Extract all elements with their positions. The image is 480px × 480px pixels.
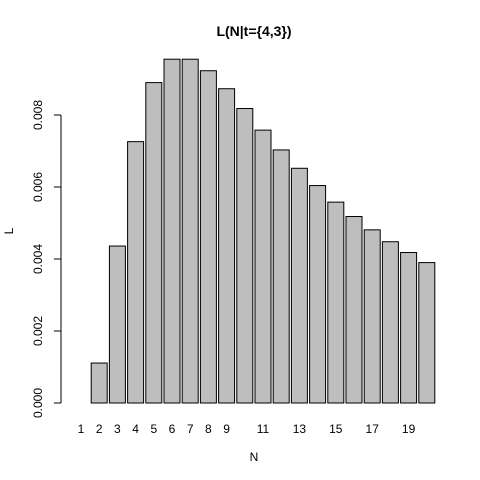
bar-N-5	[145, 82, 163, 404]
bar-N-8	[199, 70, 217, 404]
x-axis-label: N	[250, 450, 259, 464]
bar-N-17	[363, 229, 381, 404]
y-axis: 0.000 0.002 0.004 0.006 0.008	[31, 100, 62, 418]
x-tick-label: 13	[293, 422, 307, 436]
bar-N-19	[400, 252, 418, 404]
y-tick-label: 0.000	[31, 388, 45, 418]
x-tick-label: 9	[223, 422, 230, 436]
bar-N-4	[127, 141, 145, 404]
y-tick-label: 0.008	[31, 100, 45, 130]
bar-N-15	[327, 201, 345, 404]
bar-N-11	[254, 129, 272, 404]
x-tick-label: 19	[402, 422, 416, 436]
x-tick-label: 17	[366, 422, 380, 436]
x-tick-label: 3	[114, 422, 121, 436]
chart-title: L(N|t={4,3})	[216, 23, 291, 39]
y-tick-label: 0.002	[31, 316, 45, 346]
y-tick-label: 0.006	[31, 172, 45, 202]
x-tick-label: 7	[187, 422, 194, 436]
x-tick-label: 2	[96, 422, 103, 436]
bar-N-16	[345, 216, 363, 404]
bar-N-10	[236, 108, 254, 404]
bars-group	[90, 58, 436, 404]
bar-N-2	[90, 362, 108, 404]
x-tick-label: 15	[329, 422, 343, 436]
y-tick-label: 0.004	[31, 244, 45, 274]
bar-N-13	[290, 167, 308, 404]
x-tick-labels: 1 2 3 4 5 6 7 8 9 11 13 15 17 19	[78, 422, 416, 436]
x-tick-label: 11	[257, 422, 270, 436]
bar-N-7	[181, 58, 199, 404]
x-tick-label: 8	[205, 422, 212, 436]
bar-N-20	[418, 262, 436, 404]
bar-N-6	[163, 58, 181, 404]
x-tick-label: 5	[150, 422, 157, 436]
y-axis-label: L	[2, 227, 16, 234]
bar-N-12	[272, 149, 290, 404]
bar-N-14	[309, 185, 327, 404]
x-tick-label: 1	[78, 422, 85, 436]
bar-N-9	[218, 88, 236, 404]
bar-N-18	[381, 241, 399, 404]
bar-N-3	[108, 245, 126, 404]
x-tick-label: 6	[169, 422, 176, 436]
x-tick-label: 4	[132, 422, 139, 436]
